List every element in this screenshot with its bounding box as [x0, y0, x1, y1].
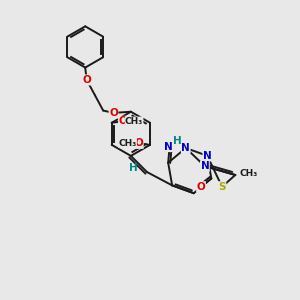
Text: O: O	[118, 116, 127, 126]
Text: O: O	[109, 108, 118, 118]
Text: CH₃: CH₃	[239, 169, 258, 178]
Text: N: N	[200, 161, 209, 171]
Text: O: O	[134, 138, 143, 148]
Text: O: O	[197, 182, 206, 192]
Text: N: N	[203, 151, 212, 161]
Text: S: S	[218, 182, 226, 192]
Text: H: H	[129, 163, 138, 173]
Text: N: N	[164, 142, 172, 152]
Text: H: H	[172, 136, 182, 146]
Text: N: N	[182, 143, 190, 153]
Text: CH₃: CH₃	[125, 117, 143, 126]
Text: O: O	[82, 75, 91, 85]
Text: CH₃: CH₃	[118, 139, 137, 148]
